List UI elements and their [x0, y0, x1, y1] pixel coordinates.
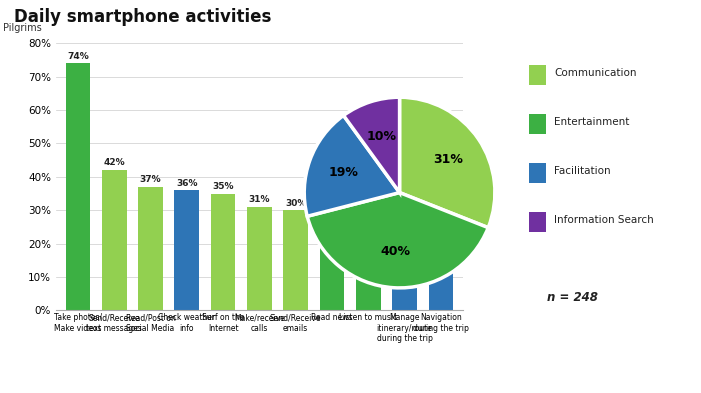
Bar: [247, 207, 272, 310]
Text: 20%: 20%: [430, 232, 451, 241]
Bar: [211, 193, 236, 310]
Bar: [320, 230, 344, 310]
Text: 36%: 36%: [176, 178, 198, 187]
Text: Daily smartphone activities: Daily smartphone activities: [14, 8, 271, 26]
Bar: [393, 240, 417, 310]
Text: 42%: 42%: [103, 158, 125, 167]
Text: Pilgrims: Pilgrims: [4, 22, 42, 33]
Text: 24%: 24%: [321, 219, 343, 228]
Text: 31%: 31%: [433, 153, 463, 166]
FancyBboxPatch shape: [529, 64, 546, 85]
Bar: [65, 63, 90, 310]
Text: 21%: 21%: [394, 229, 415, 238]
Bar: [428, 244, 454, 310]
Text: 10%: 10%: [367, 130, 396, 143]
Wedge shape: [400, 97, 495, 228]
Bar: [356, 240, 381, 310]
Text: 19%: 19%: [329, 166, 359, 179]
Text: Entertainment: Entertainment: [554, 117, 630, 127]
Text: 21%: 21%: [358, 229, 379, 238]
Text: Information Search: Information Search: [554, 215, 654, 225]
Bar: [175, 190, 199, 310]
Wedge shape: [304, 116, 400, 216]
Text: 30%: 30%: [285, 198, 306, 208]
Wedge shape: [343, 97, 400, 193]
Text: 40%: 40%: [381, 245, 411, 258]
Wedge shape: [307, 193, 488, 288]
Bar: [138, 187, 163, 310]
Text: Communication: Communication: [554, 68, 637, 78]
FancyBboxPatch shape: [529, 212, 546, 232]
Bar: [102, 170, 126, 310]
Text: 37%: 37%: [139, 175, 161, 184]
FancyBboxPatch shape: [529, 114, 546, 134]
Text: 31%: 31%: [249, 195, 270, 204]
Text: 35%: 35%: [212, 182, 234, 191]
Text: n = 248: n = 248: [547, 291, 598, 304]
Text: Facilitation: Facilitation: [554, 166, 611, 176]
FancyBboxPatch shape: [529, 163, 546, 183]
Bar: [283, 210, 308, 310]
Text: 74%: 74%: [67, 51, 89, 61]
